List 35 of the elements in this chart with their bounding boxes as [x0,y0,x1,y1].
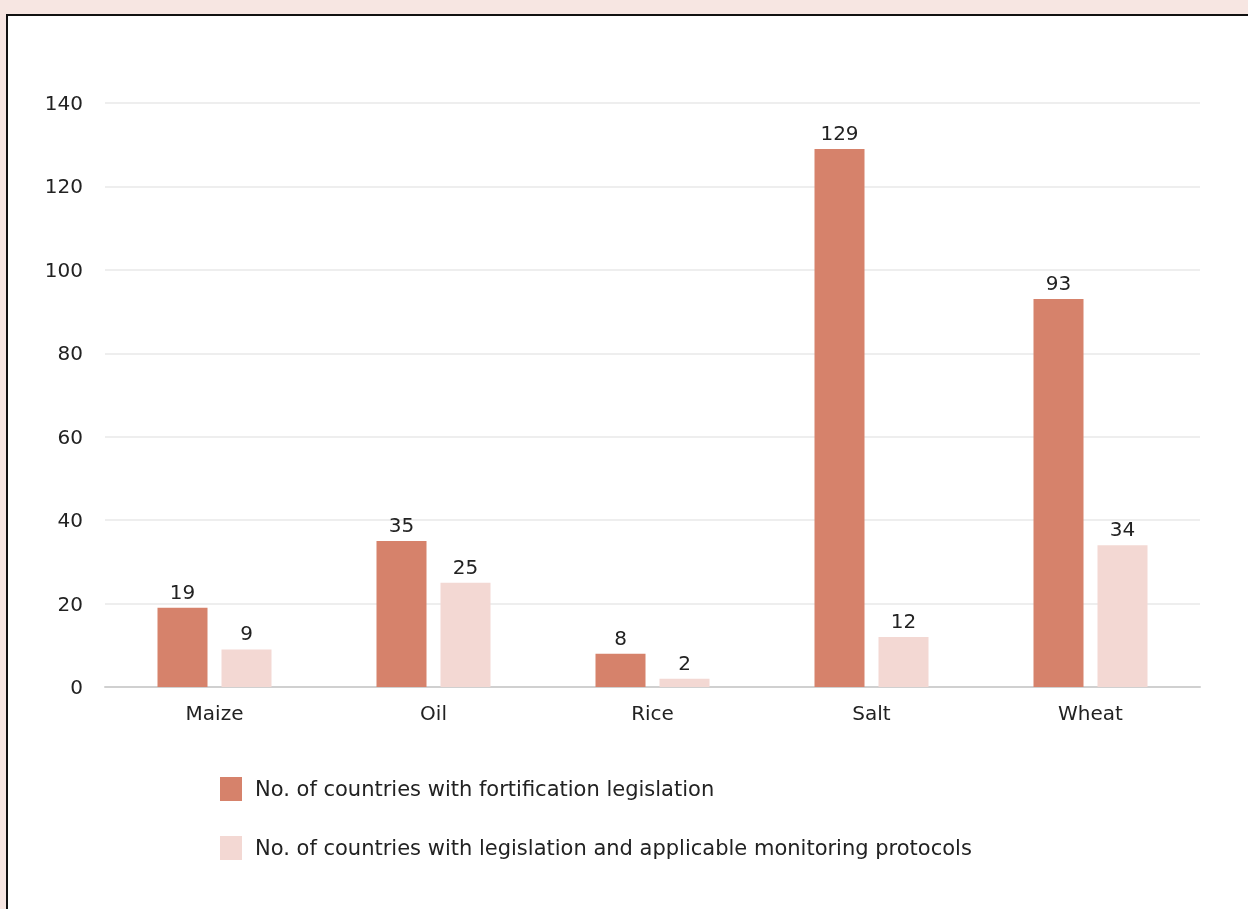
bar [157,607,208,687]
data-label: 8 [614,625,627,650]
data-label: 25 [452,554,479,579]
x-tick-label: Oil [420,701,447,725]
bar [1097,545,1148,687]
data-label: 9 [240,621,253,646]
bar [814,148,865,687]
y-tick-label: 20 [57,591,83,616]
y-tick-label: 80 [57,341,83,366]
data-label: 12 [890,608,917,633]
legend-label: No. of countries with fortification legislation [255,777,715,801]
data-label: 19 [169,579,196,604]
y-tick-label: 100 [44,257,83,282]
x-tick-label: Rice [631,701,674,725]
data-label: 35 [388,513,415,537]
x-tick-label: Wheat [1058,701,1124,725]
bar [1033,299,1084,687]
bar [659,678,710,687]
x-tick-label: Salt [852,701,891,725]
data-label: 93 [1045,271,1072,296]
data-label: 2 [678,650,691,675]
y-tick-label: 120 [44,174,83,199]
x-tick-label: Maize [185,701,244,725]
y-tick-label: 60 [57,424,83,449]
bar [376,541,427,687]
bar [221,649,272,687]
bar [878,636,929,687]
y-tick-label: 140 [44,91,83,115]
legend-label: No. of countries with legislation and applicable monitoring protocols [255,836,972,860]
bar [440,582,491,687]
y-tick-label: 40 [57,508,83,533]
data-label: 129 [820,120,859,145]
y-tick-label: 0 [70,675,83,699]
data-label: 34 [1109,517,1136,542]
bar [595,653,646,687]
